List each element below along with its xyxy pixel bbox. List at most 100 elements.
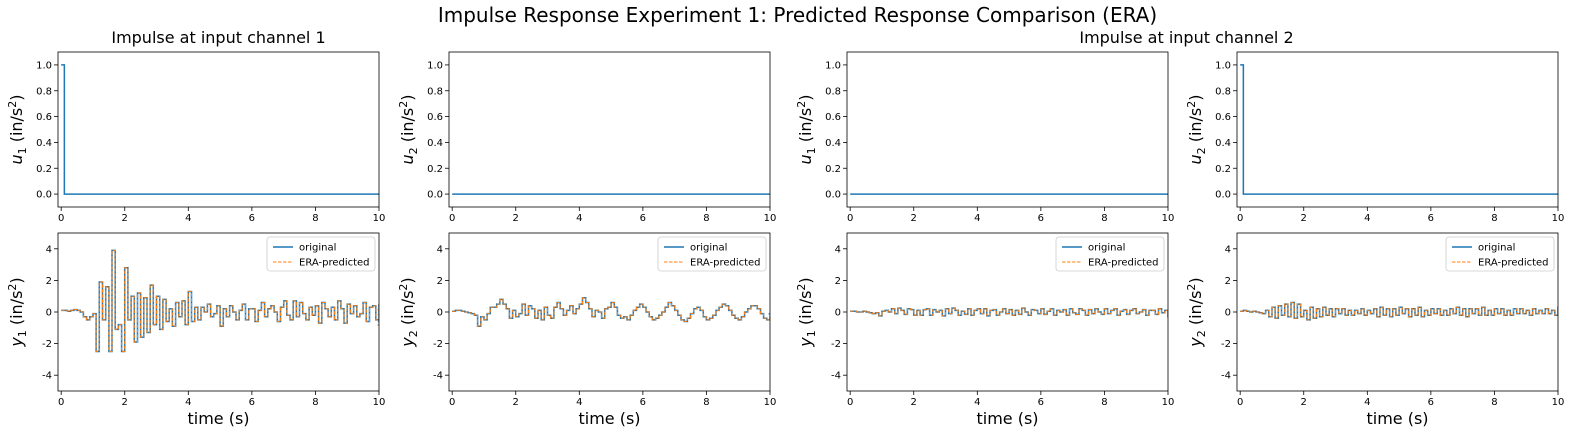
legend: original ERA-predicted bbox=[657, 236, 767, 272]
legend-box bbox=[1055, 236, 1165, 272]
plot-area bbox=[61, 64, 379, 195]
y-tick-label: 4 bbox=[46, 244, 52, 255]
x-tick-label: 0 bbox=[1237, 213, 1243, 224]
x-tick-label: 0 bbox=[449, 397, 455, 408]
subplot-output-3: 0 2 4 6 8 10 -4 -2 0 2 4 y1 (in/s2) time (s) original… bbox=[795, 232, 1174, 428]
column-title-input-1: Impulse at input channel 1 bbox=[111, 28, 326, 47]
y-tick-label: -4 bbox=[1221, 371, 1231, 382]
y-tick-label: 0.6 bbox=[427, 112, 443, 123]
x-tick-label: 8 bbox=[312, 397, 318, 408]
x-tick-label: 0 bbox=[58, 213, 64, 224]
y-tick-label: 1.0 bbox=[427, 60, 443, 71]
axes-frame bbox=[57, 232, 380, 392]
y-axis-label: u1 (in/s2) bbox=[6, 94, 29, 164]
y-tick-label: 0 bbox=[46, 308, 52, 319]
legend: original ERA-predicted bbox=[1055, 236, 1165, 272]
x-tick-label: 2 bbox=[122, 213, 128, 224]
subplot-input-3: 0 2 4 6 8 10 0.0 0.2 0.4 0.6 0.8 1.0 u1 (in/s2) bbox=[795, 51, 1174, 224]
y-axis-label: u2 (in/s2) bbox=[1185, 94, 1208, 164]
x-tick-label: 4 bbox=[576, 397, 582, 408]
series-line-era-predicted bbox=[61, 249, 379, 352]
y-tick-label: 1.0 bbox=[825, 60, 841, 71]
x-tick-label: 10 bbox=[1552, 397, 1565, 408]
y-tick-label: 1.0 bbox=[36, 60, 52, 71]
x-tick-label: 10 bbox=[373, 397, 386, 408]
subplot-output-1: 0 2 4 6 8 10 -4 -2 0 2 4 y1 (in/s2) time (s) original… bbox=[6, 232, 386, 428]
y-tick-label: -2 bbox=[1221, 339, 1231, 350]
x-tick-label: 6 bbox=[1038, 397, 1044, 408]
y-tick-label: 0.0 bbox=[1215, 190, 1231, 201]
figure-title: Impulse Response Experiment 1: Predicted… bbox=[437, 3, 1158, 27]
x-tick-label: 10 bbox=[764, 397, 777, 408]
subplot-input-4: 0 2 4 6 8 10 0.0 0.2 0.4 0.6 0.8 1.0 u2 (in/s2) bbox=[1185, 51, 1564, 224]
x-axis-label: time (s) bbox=[578, 409, 640, 428]
x-tick-label: 0 bbox=[449, 213, 455, 224]
series-line-era-predicted bbox=[1240, 302, 1558, 321]
series-line-era-predicted bbox=[452, 297, 770, 327]
y-tick-label: 0.2 bbox=[1215, 164, 1231, 175]
legend-label-original: original bbox=[1088, 243, 1125, 254]
y-tick-label: 0.8 bbox=[1215, 86, 1231, 97]
x-tick-label: 4 bbox=[1364, 397, 1370, 408]
x-tick-label: 8 bbox=[312, 213, 318, 224]
y-tick-label: 0.2 bbox=[427, 164, 443, 175]
axes-frame bbox=[1236, 51, 1559, 208]
legend-box bbox=[266, 236, 376, 272]
axes-frame bbox=[448, 51, 771, 208]
plot-area bbox=[61, 249, 379, 353]
y-tick-label: 0 bbox=[835, 308, 841, 319]
y-axis-label: u1 (in/s2) bbox=[795, 94, 818, 164]
y-tick-label: 0.6 bbox=[825, 112, 841, 123]
y-tick-label: 0.4 bbox=[825, 138, 841, 149]
x-tick-label: 4 bbox=[185, 213, 191, 224]
subplot-output-2: 0 2 4 6 8 10 -4 -2 0 2 4 y2 (in/s2) time (s) original… bbox=[397, 232, 777, 428]
y-axis-label: y2 (in/s2) bbox=[397, 277, 420, 347]
legend-label-era-predicted: ERA-predicted bbox=[1088, 258, 1159, 269]
y-tick-label: 0.2 bbox=[825, 164, 841, 175]
legend-label-original: original bbox=[690, 243, 727, 254]
y-tick-label: -4 bbox=[831, 371, 841, 382]
x-tick-label: 4 bbox=[1364, 213, 1370, 224]
x-tick-label: 6 bbox=[249, 397, 255, 408]
y-tick-label: 2 bbox=[46, 276, 52, 287]
x-tick-label: 2 bbox=[513, 397, 519, 408]
x-tick-label: 8 bbox=[1101, 213, 1107, 224]
y-tick-label: -4 bbox=[433, 371, 443, 382]
x-tick-label: 2 bbox=[513, 213, 519, 224]
x-axis-label: time (s) bbox=[1366, 409, 1428, 428]
y-axis-label: y1 (in/s2) bbox=[795, 277, 818, 347]
y-tick-label: 0 bbox=[1225, 308, 1231, 319]
legend-box bbox=[1445, 236, 1555, 272]
x-tick-label: 6 bbox=[640, 213, 646, 224]
series-line-input bbox=[61, 64, 379, 195]
axes-frame bbox=[846, 51, 1169, 208]
x-tick-label: 0 bbox=[847, 397, 853, 408]
y-axis-label: y2 (in/s2) bbox=[1185, 277, 1208, 347]
axes-frame bbox=[1236, 232, 1559, 392]
y-tick-label: 0.6 bbox=[1215, 112, 1231, 123]
x-tick-label: 8 bbox=[1491, 213, 1497, 224]
y-tick-label: -2 bbox=[433, 339, 443, 350]
x-axis-label: time (s) bbox=[976, 409, 1038, 428]
x-tick-label: 8 bbox=[703, 213, 709, 224]
legend-label-era-predicted: ERA-predicted bbox=[690, 258, 761, 269]
y-tick-label: 0.8 bbox=[427, 86, 443, 97]
x-tick-label: 6 bbox=[1428, 397, 1434, 408]
y-tick-label: 2 bbox=[835, 276, 841, 287]
x-tick-label: 6 bbox=[1038, 213, 1044, 224]
x-tick-label: 0 bbox=[847, 213, 853, 224]
y-tick-label: 2 bbox=[437, 276, 443, 287]
axes-frame bbox=[448, 232, 771, 392]
subplot-output-4: 0 2 4 6 8 10 -4 -2 0 2 4 y2 (in/s2) time (s) original… bbox=[1185, 232, 1565, 428]
y-tick-label: 0.8 bbox=[36, 86, 52, 97]
y-tick-label: 1.0 bbox=[1215, 60, 1231, 71]
x-tick-label: 6 bbox=[1428, 213, 1434, 224]
y-tick-label: -4 bbox=[42, 371, 52, 382]
y-axis-label: u2 (in/s2) bbox=[397, 94, 420, 164]
x-tick-label: 8 bbox=[1101, 397, 1107, 408]
plot-area bbox=[1240, 301, 1558, 321]
x-tick-label: 6 bbox=[640, 397, 646, 408]
y-tick-label: 0.0 bbox=[36, 190, 52, 201]
y-tick-label: -2 bbox=[831, 339, 841, 350]
